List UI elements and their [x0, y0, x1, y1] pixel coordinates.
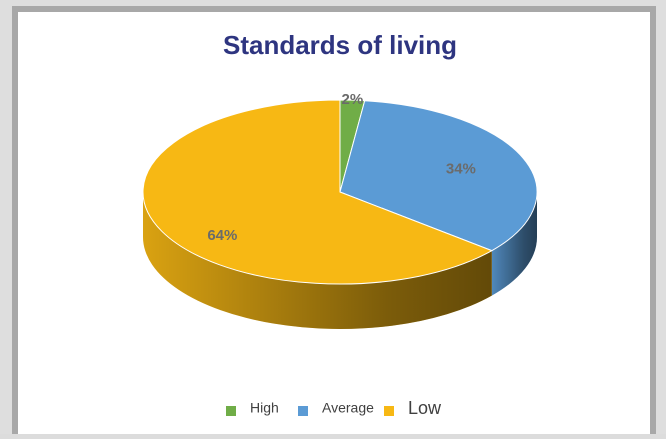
legend-swatch	[298, 406, 308, 416]
legend-swatch	[384, 406, 394, 416]
legend-swatch	[226, 406, 236, 416]
pie-wall-shade	[491, 192, 537, 296]
legend-label: Low	[408, 398, 442, 418]
data-label: 2%	[342, 91, 364, 108]
pie-slice	[142, 99, 493, 285]
data-label: 64%	[207, 227, 237, 244]
legend-label: High	[250, 400, 279, 416]
data-label: 34%	[446, 161, 476, 178]
legend-label: Average	[322, 400, 374, 416]
pie-wall-shade	[142, 192, 492, 329]
chart-title: Standards of living	[223, 30, 457, 60]
pie-slice	[339, 100, 538, 252]
